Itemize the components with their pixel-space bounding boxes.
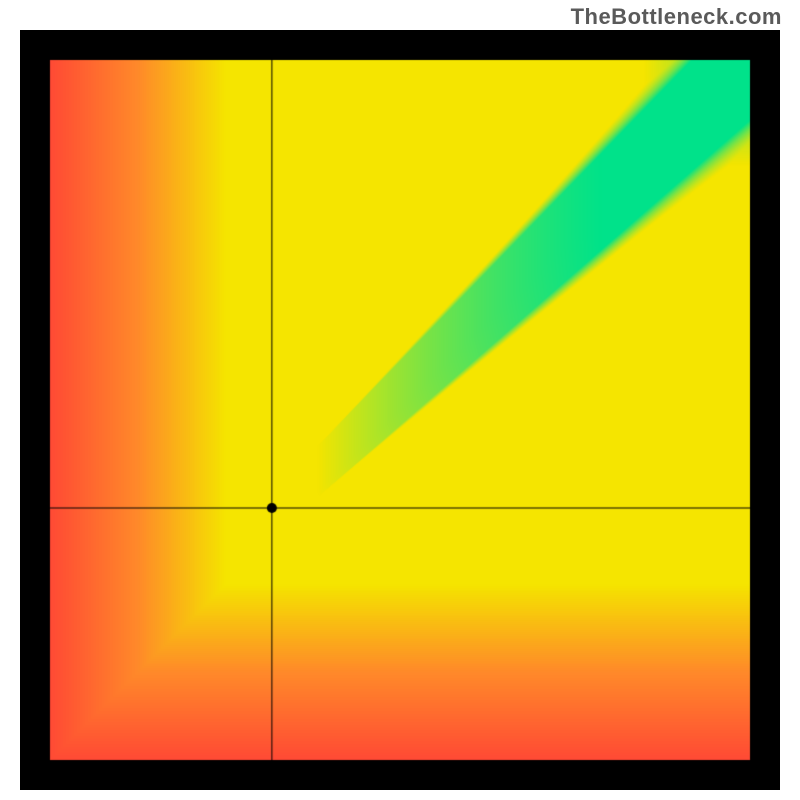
watermark-text: TheBottleneck.com bbox=[571, 4, 782, 30]
chart-frame bbox=[20, 30, 780, 790]
heatmap-canvas bbox=[20, 30, 780, 790]
